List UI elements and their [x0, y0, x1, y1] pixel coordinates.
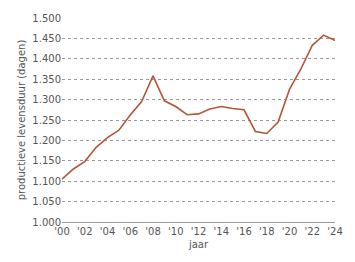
svg-text:'06: '06	[123, 226, 138, 237]
svg-text:'24: '24	[327, 226, 342, 237]
svg-text:'10: '10	[168, 226, 183, 237]
svg-text:1.450: 1.450	[32, 33, 61, 44]
svg-text:1.300: 1.300	[32, 94, 61, 105]
svg-text:1.000: 1.000	[32, 217, 61, 228]
svg-text:1.150: 1.150	[32, 155, 61, 166]
svg-text:1.500: 1.500	[32, 13, 61, 24]
svg-text:'12: '12	[191, 226, 206, 237]
svg-text:1.400: 1.400	[32, 53, 61, 64]
svg-text:jaar: jaar	[188, 239, 209, 250]
svg-text:1.350: 1.350	[32, 74, 61, 85]
svg-text:1.050: 1.050	[32, 196, 61, 207]
svg-text:'08: '08	[145, 226, 160, 237]
svg-text:productieve levensduur (dagen): productieve levensduur (dagen)	[16, 40, 27, 201]
svg-text:1.200: 1.200	[32, 135, 61, 146]
svg-text:1.250: 1.250	[32, 115, 61, 126]
svg-text:'22: '22	[305, 226, 320, 237]
svg-text:'00: '00	[54, 226, 69, 237]
svg-text:'14: '14	[214, 226, 229, 237]
svg-text:'20: '20	[282, 226, 297, 237]
svg-text:'02: '02	[77, 226, 92, 237]
svg-text:'16: '16	[236, 226, 251, 237]
svg-text:'04: '04	[100, 226, 115, 237]
svg-text:'18: '18	[259, 226, 274, 237]
svg-text:1.100: 1.100	[32, 176, 61, 187]
